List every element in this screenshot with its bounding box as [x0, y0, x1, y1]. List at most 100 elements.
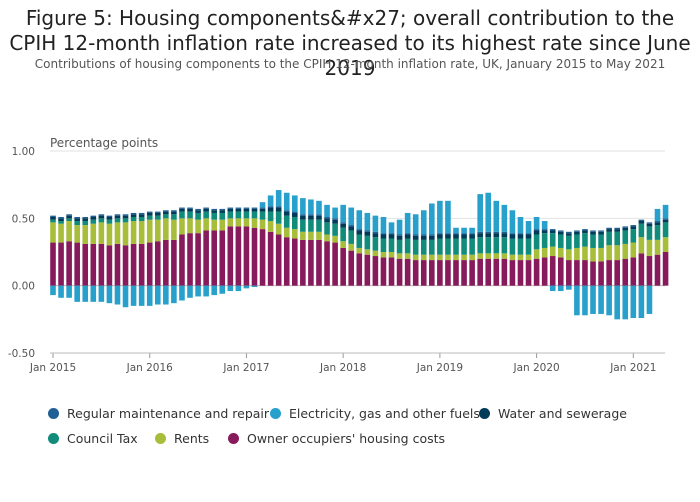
bar-segment[interactable] [574, 285, 580, 316]
bar-segment[interactable] [348, 226, 355, 231]
bar-segment[interactable] [662, 222, 669, 238]
bar-segment[interactable] [114, 222, 121, 244]
bar-segment[interactable] [517, 234, 524, 239]
bar-segment[interactable] [485, 231, 492, 234]
bar-segment[interactable] [154, 219, 161, 242]
bar-segment[interactable] [227, 285, 234, 292]
bar-segment[interactable] [614, 229, 620, 232]
bar-segment[interactable] [630, 229, 637, 243]
bar-segment[interactable] [50, 215, 56, 217]
bar-segment[interactable] [445, 260, 451, 286]
bar-segment[interactable] [98, 218, 105, 223]
bar-segment[interactable] [429, 239, 435, 255]
bar-segment[interactable] [187, 211, 193, 219]
bar-segment[interactable] [66, 221, 72, 242]
bar-segment[interactable] [243, 207, 250, 209]
bar-segment[interactable] [654, 254, 661, 286]
bar-segment[interactable] [590, 285, 596, 314]
bar-segment[interactable] [445, 233, 451, 235]
bar-segment[interactable] [662, 219, 669, 223]
bar-segment[interactable] [195, 208, 201, 211]
bar-segment[interactable] [396, 219, 403, 235]
bar-segment[interactable] [509, 234, 516, 239]
bar-segment[interactable] [82, 221, 89, 226]
bar-segment[interactable] [412, 234, 419, 236]
bar-segment[interactable] [171, 214, 177, 220]
bar-segment[interactable] [308, 239, 314, 286]
bar-segment[interactable] [388, 257, 395, 286]
bar-segment[interactable] [195, 212, 201, 220]
bar-segment[interactable] [227, 226, 234, 286]
bar-segment[interactable] [90, 216, 97, 220]
bar-segment[interactable] [275, 211, 282, 224]
bar-segment[interactable] [429, 260, 435, 286]
bar-segment[interactable] [154, 212, 161, 216]
bar-segment[interactable] [614, 245, 620, 261]
bar-segment[interactable] [275, 190, 282, 207]
bar-segment[interactable] [340, 204, 346, 223]
legend-item-ooh[interactable]: Owner occupiers' housing costs [228, 431, 445, 446]
legend-item-rents[interactable]: Rents [155, 431, 209, 446]
bar-segment[interactable] [163, 285, 169, 305]
bar-segment[interactable] [219, 208, 226, 211]
bar-segment[interactable] [163, 214, 169, 219]
bar-segment[interactable] [90, 219, 97, 224]
bar-segment[interactable] [106, 219, 113, 224]
bar-segment[interactable] [58, 223, 64, 243]
bar-segment[interactable] [372, 250, 379, 257]
bar-segment[interactable] [203, 230, 209, 286]
bar-segment[interactable] [130, 212, 137, 215]
bar-segment[interactable] [437, 200, 443, 234]
bar-segment[interactable] [469, 227, 475, 234]
bar-segment[interactable] [340, 241, 346, 248]
bar-segment[interactable] [163, 211, 169, 215]
bar-segment[interactable] [485, 237, 492, 254]
bar-segment[interactable] [340, 223, 346, 228]
bar-segment[interactable] [372, 231, 379, 234]
bar-segment[interactable] [501, 258, 508, 286]
bar-segment[interactable] [469, 233, 475, 235]
bar-segment[interactable] [356, 229, 363, 231]
bar-segment[interactable] [163, 239, 169, 286]
bar-segment[interactable] [283, 227, 290, 238]
bar-segment[interactable] [614, 231, 620, 246]
bar-segment[interactable] [82, 225, 89, 244]
bar-segment[interactable] [566, 231, 572, 234]
bar-segment[interactable] [477, 258, 483, 286]
bar-segment[interactable] [211, 285, 217, 296]
bar-segment[interactable] [146, 242, 153, 286]
bar-segment[interactable] [340, 227, 346, 242]
bar-segment[interactable] [332, 242, 338, 286]
bar-segment[interactable] [566, 233, 572, 236]
bar-segment[interactable] [493, 200, 500, 232]
bar-segment[interactable] [267, 206, 274, 208]
bar-segment[interactable] [533, 230, 540, 235]
bar-segment[interactable] [154, 211, 161, 213]
bar-segment[interactable] [211, 208, 217, 211]
bar-segment[interactable] [566, 235, 572, 250]
bar-segment[interactable] [541, 230, 548, 234]
bar-segment[interactable] [179, 234, 185, 286]
bar-segment[interactable] [372, 233, 379, 238]
bar-segment[interactable] [203, 285, 209, 297]
bar-segment[interactable] [235, 226, 242, 286]
bar-segment[interactable] [154, 285, 161, 305]
bar-segment[interactable] [130, 285, 137, 306]
bar-segment[interactable] [146, 215, 153, 220]
bar-segment[interactable] [517, 238, 524, 255]
bar-segment[interactable] [493, 237, 500, 254]
bar-segment[interactable] [445, 200, 451, 234]
bar-segment[interactable] [533, 216, 540, 230]
bar-segment[interactable] [324, 216, 330, 219]
bar-segment[interactable] [646, 256, 653, 286]
bar-segment[interactable] [114, 243, 121, 286]
bar-segment[interactable] [412, 254, 419, 261]
bar-segment[interactable] [525, 260, 532, 286]
bar-segment[interactable] [203, 207, 209, 209]
bar-segment[interactable] [590, 261, 596, 286]
bar-segment[interactable] [453, 254, 459, 261]
bar-segment[interactable] [630, 226, 637, 230]
bar-segment[interactable] [549, 256, 556, 286]
bar-segment[interactable] [251, 207, 258, 209]
bar-segment[interactable] [646, 239, 653, 257]
